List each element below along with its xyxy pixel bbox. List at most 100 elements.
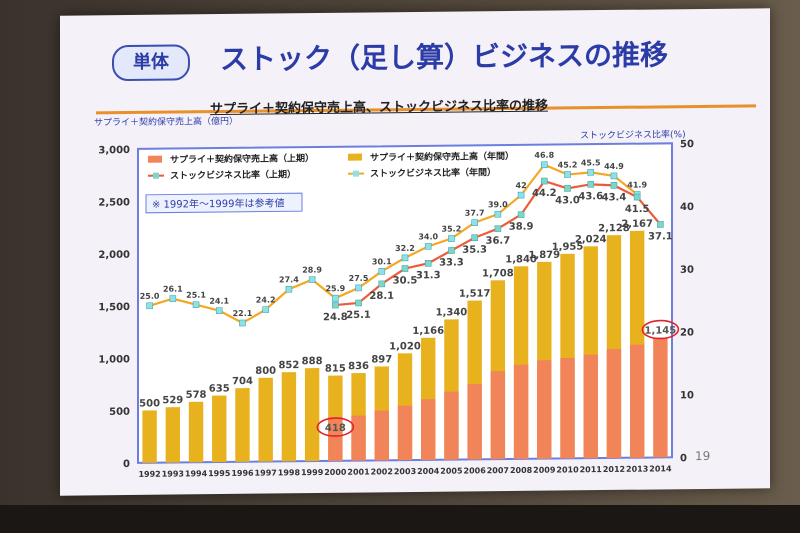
bar-full-year	[258, 377, 273, 462]
note-box	[145, 192, 303, 214]
x-tick-label: 2007	[487, 466, 509, 475]
ratio-full-year-label: 44.9	[604, 162, 624, 171]
ratio-full-year-marker	[262, 306, 269, 313]
highlight-circle	[316, 417, 355, 437]
x-tick-label: 1997	[255, 468, 277, 477]
bar-value-label: 2,024	[575, 234, 607, 245]
ratio-first-half-marker	[332, 301, 339, 309]
chart-subtitle: サプライ＋契約保守売上高、ストックビジネス比率の推移	[210, 98, 549, 118]
y-tick-label: 1,000	[98, 354, 130, 365]
ratio-full-year-label: 25.0	[140, 292, 160, 301]
ratio-full-year-marker	[169, 295, 177, 302]
ratio-first-half-label: 30.5	[393, 275, 418, 286]
bar-value-label: 578	[186, 390, 207, 401]
ratio-first-half-marker	[448, 247, 455, 254]
legend-label: サプライ＋契約保守売上高（年間）	[370, 150, 514, 164]
bar-value-label: 635	[209, 383, 230, 394]
ratio-full-year-label: 27.5	[349, 274, 369, 283]
ratio-first-half-label: 24.8	[323, 312, 348, 323]
bar-first-half	[397, 405, 413, 461]
y2-tick-label: 50	[680, 139, 694, 150]
bar-full-year	[142, 410, 157, 463]
bar-value-label: 2,167	[621, 219, 653, 230]
ratio-full-year-label: 32.2	[395, 244, 415, 253]
bar-full-year	[165, 407, 181, 463]
legend-label: ストックビジネス比率（年間）	[370, 166, 496, 179]
ratio-first-half-label: 37.1	[648, 231, 673, 242]
y-tick-label: 2,500	[98, 197, 130, 208]
ratio-first-half-marker	[471, 234, 478, 242]
slide-title: ストック（足し算）ビジネスの推移	[220, 38, 669, 77]
ratio-full-year-marker	[239, 319, 246, 327]
ratio-first-half-marker	[657, 221, 664, 228]
ratio-full-year-label: 45.5	[581, 158, 601, 167]
legend-swatch	[348, 153, 362, 161]
bar-full-year	[304, 368, 320, 462]
ratio-full-year-label: 46.8	[534, 151, 554, 160]
room-floor	[0, 505, 800, 533]
ratio-full-year-marker	[285, 285, 293, 293]
y2-tick-label: 40	[680, 202, 694, 213]
legend-marker	[153, 172, 159, 179]
x-tick-label: 1992	[138, 470, 160, 479]
x-tick-label: 2010	[556, 465, 579, 474]
bar-first-half	[513, 364, 529, 459]
ratio-full-year-marker	[448, 235, 455, 242]
bar-value-label: 2,128	[598, 223, 630, 234]
bar-value-label: 1,020	[389, 341, 421, 352]
page-number: 19	[695, 448, 711, 464]
ratio-full-year-label: 26.1	[163, 285, 183, 294]
bar-value-label: 1,166	[412, 326, 444, 337]
ratio-full-year-label: 24.1	[209, 297, 229, 306]
ratio-full-year-label: 41.9	[627, 180, 647, 189]
ratio-full-year-marker	[587, 169, 595, 176]
legend-marker	[353, 170, 359, 177]
ratio-full-year-label: 27.4	[279, 275, 299, 284]
x-tick-label: 2008	[510, 466, 533, 475]
ratio-full-year-marker	[192, 301, 200, 308]
x-tick-label: 1999	[301, 468, 324, 477]
bar-first-half	[583, 354, 598, 459]
x-tick-label: 2004	[417, 467, 440, 476]
bar-full-year	[212, 395, 227, 463]
bar-value-label: 836	[348, 361, 369, 372]
bar-value-label: 500	[139, 398, 160, 409]
bar-value-label: 1,708	[482, 268, 514, 279]
ratio-first-half-marker	[610, 182, 618, 189]
legend-label: ストックビジネス比率（上期）	[170, 168, 296, 181]
y2-tick-label: 10	[680, 390, 694, 401]
ratio-first-half-marker	[587, 181, 595, 188]
ratio-full-year-marker	[610, 172, 618, 180]
bar-first-half	[328, 417, 343, 461]
bar-first-half	[537, 360, 552, 459]
ratio-full-year-label: 25.9	[325, 284, 345, 293]
bar-first-half	[560, 357, 575, 459]
ratio-first-half-marker	[517, 211, 525, 218]
bar-full-year	[235, 388, 250, 462]
legend-swatch	[148, 155, 162, 163]
bar-first-half	[444, 391, 459, 460]
ratio-first-half-marker	[541, 177, 548, 185]
y-tick-label: 0	[123, 459, 130, 470]
ratio-full-year-marker	[517, 191, 525, 199]
ratio-full-year-label: 39.0	[488, 200, 508, 209]
y-tick-label: 3,000	[98, 145, 130, 156]
ratio-full-year-label: 25.1	[186, 291, 206, 300]
bar-first-half	[467, 383, 482, 460]
ratio-first-half-marker	[424, 259, 432, 267]
ratio-full-year-marker	[564, 171, 571, 178]
ratio-full-year-label: 22.1	[233, 309, 253, 318]
x-tick-label: 2014	[649, 464, 672, 473]
ratio-full-year-marker	[471, 219, 478, 226]
x-tick-label: 1995	[208, 469, 231, 478]
ratio-full-year-marker	[355, 284, 362, 292]
x-tick-label: 2012	[603, 465, 625, 474]
bar-first-half	[374, 410, 389, 461]
ratio-first-half-marker	[401, 265, 409, 272]
bar-first-half	[653, 337, 668, 458]
ratio-first-half-marker	[355, 299, 362, 307]
x-tick-label: 2003	[394, 467, 416, 476]
x-tick-label: 2006	[464, 466, 487, 475]
ratio-full-year-marker	[424, 243, 432, 250]
bar-first-half	[629, 344, 645, 458]
